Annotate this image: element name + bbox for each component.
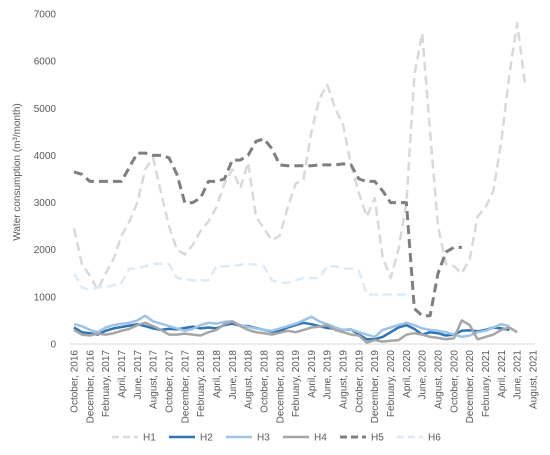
x-tick-label-7: December, 2017 xyxy=(180,350,191,424)
series-line-h4 xyxy=(73,319,518,344)
x-tick-label-19: December, 2019 xyxy=(370,350,381,424)
x-tick-label-18: October, 2019 xyxy=(354,350,365,413)
y-tick-label-2: 2000 xyxy=(34,245,57,256)
series-line-h5 xyxy=(73,137,462,318)
x-tick-label-22: June, 2020 xyxy=(418,350,429,400)
legend-label-h1: H1 xyxy=(143,433,156,444)
x-tick-label-5: August, 2017 xyxy=(149,350,160,409)
x-tick-labels: October, 2016 December, 2016 February, 201… xyxy=(70,350,540,424)
x-tick-label-20: February, 2020 xyxy=(386,350,397,418)
series-line-h6 xyxy=(72,262,407,296)
series-line-h3 xyxy=(73,314,510,339)
y-axis-title: Water consumption (m³/month) xyxy=(12,103,23,240)
x-tick-label-13: December, 2018 xyxy=(275,350,286,424)
x-tick-label-9: April, 2018 xyxy=(212,350,223,398)
x-tick-label-16: June, 2019 xyxy=(323,350,334,400)
x-tick-label-25: December, 2020 xyxy=(465,350,476,424)
x-tick-label-1: December, 2016 xyxy=(85,350,96,424)
y-tick-label-0: 0 xyxy=(50,340,56,351)
legend-label-h4: H4 xyxy=(314,433,327,444)
y-tick-label-4: 4000 xyxy=(34,151,57,162)
y-tick-label-6: 6000 xyxy=(34,57,57,68)
x-tick-label-26: February, 2021 xyxy=(481,350,492,418)
x-tick-label-24: October, 2020 xyxy=(449,350,460,413)
y-tick-label-3: 3000 xyxy=(34,198,57,209)
series-lines xyxy=(72,22,527,344)
x-tick-label-3: April, 2017 xyxy=(117,350,128,398)
legend-label-h2: H2 xyxy=(200,433,213,444)
x-tick-label-12: October, 2018 xyxy=(259,350,270,413)
legend-label-h5: H5 xyxy=(371,433,384,444)
series-line-h2 xyxy=(73,321,510,341)
x-tick-label-28: June, 2021 xyxy=(513,350,524,400)
x-tick-label-23: August, 2020 xyxy=(434,350,445,409)
x-tick-label-4: June, 2017 xyxy=(133,350,144,400)
x-tick-label-21: April, 2020 xyxy=(402,350,413,398)
y-tick-label-7: 7000 xyxy=(34,10,57,21)
y-tick-label-1: 1000 xyxy=(34,292,57,303)
x-tick-label-0: October, 2016 xyxy=(70,350,81,413)
series-line-h1 xyxy=(72,22,527,292)
x-tick-label-8: February, 2018 xyxy=(196,350,207,418)
x-tick-label-6: October, 2017 xyxy=(164,350,175,413)
x-tick-label-10: June, 2018 xyxy=(228,350,239,400)
legend: H1 H2 H3 H4 H5 H6 xyxy=(112,433,441,444)
x-tick-label-15: April, 2019 xyxy=(307,350,318,398)
x-tick-label-27: April, 2021 xyxy=(497,350,508,398)
y-tick-label-5: 5000 xyxy=(34,104,57,115)
x-tick-label-29: August, 2021 xyxy=(529,350,540,409)
legend-label-h6: H6 xyxy=(428,433,441,444)
x-tick-label-17: August, 2019 xyxy=(339,350,350,409)
legend-label-h3: H3 xyxy=(257,433,270,444)
x-tick-label-11: August, 2018 xyxy=(244,350,255,409)
x-tick-label-14: February, 2019 xyxy=(291,350,302,418)
x-tick-label-2: February, 2017 xyxy=(101,350,112,418)
y-tick-labels: 0 1000 2000 3000 4000 5000 6000 7000 xyxy=(34,10,57,351)
